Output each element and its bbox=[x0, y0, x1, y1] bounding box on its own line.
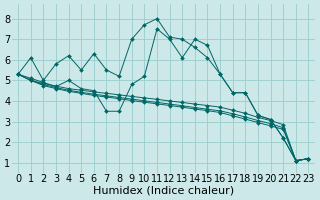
X-axis label: Humidex (Indice chaleur): Humidex (Indice chaleur) bbox=[93, 186, 234, 196]
